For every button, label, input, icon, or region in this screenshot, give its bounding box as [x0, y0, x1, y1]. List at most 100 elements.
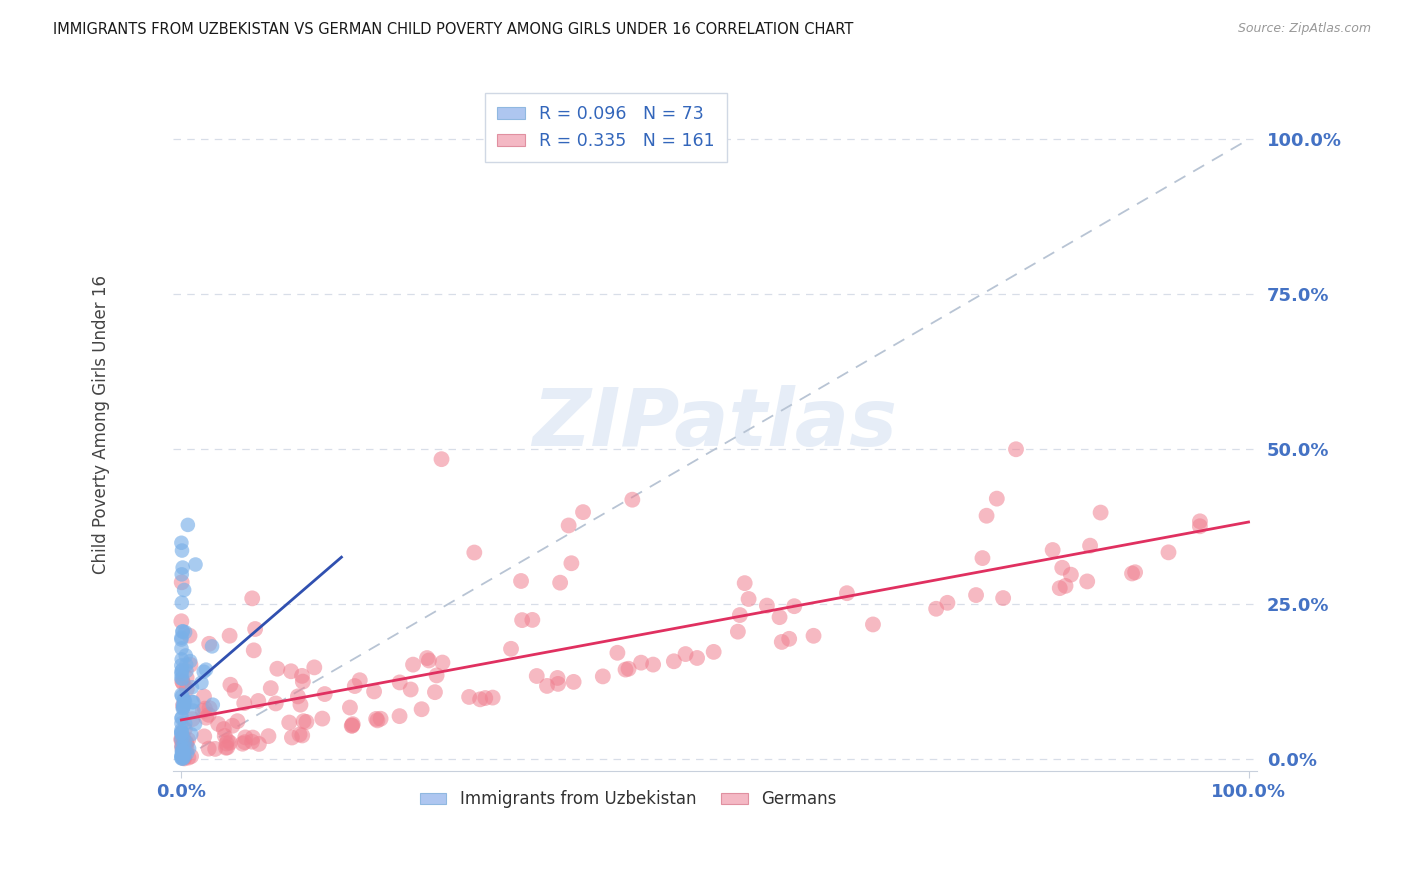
Point — [264, 697, 287, 711]
Point — [198, 637, 221, 651]
Point — [936, 596, 959, 610]
Point — [170, 614, 193, 628]
Point — [179, 657, 201, 672]
Point — [430, 452, 453, 467]
Point — [291, 729, 314, 743]
Point — [281, 731, 304, 745]
Point — [172, 750, 194, 764]
Point — [174, 734, 197, 748]
Point — [170, 751, 193, 765]
Point — [174, 695, 197, 709]
Point — [173, 751, 195, 765]
Point — [562, 674, 585, 689]
Point — [172, 624, 194, 639]
Point — [727, 624, 749, 639]
Point — [172, 674, 194, 689]
Point — [240, 734, 263, 748]
Point — [172, 742, 194, 756]
Point — [179, 654, 201, 668]
Point — [458, 690, 481, 704]
Point — [172, 672, 194, 686]
Point — [170, 726, 193, 740]
Point — [242, 731, 264, 745]
Point — [170, 632, 193, 647]
Point — [170, 535, 193, 549]
Point — [311, 712, 333, 726]
Point — [172, 745, 194, 759]
Point — [173, 699, 195, 714]
Point — [536, 679, 558, 693]
Point — [755, 599, 778, 613]
Point — [278, 715, 301, 730]
Point — [177, 732, 200, 747]
Point — [232, 737, 254, 751]
Point — [204, 742, 226, 756]
Point — [172, 747, 194, 761]
Point — [221, 719, 243, 733]
Point — [181, 704, 204, 718]
Point — [177, 741, 200, 756]
Point — [280, 665, 302, 679]
Point — [176, 671, 198, 685]
Point — [194, 701, 217, 715]
Point — [304, 660, 326, 674]
Point — [991, 591, 1014, 605]
Point — [411, 702, 433, 716]
Point — [172, 624, 194, 639]
Point — [179, 629, 201, 643]
Point — [686, 651, 709, 665]
Point — [548, 575, 571, 590]
Point — [510, 574, 533, 588]
Point — [288, 727, 311, 741]
Point — [176, 737, 198, 751]
Point — [1188, 519, 1211, 533]
Point — [342, 717, 364, 731]
Point — [243, 622, 266, 636]
Point — [170, 631, 193, 645]
Point — [170, 567, 193, 582]
Point — [172, 698, 194, 712]
Legend: Immigrants from Uzbekistan, Germans: Immigrants from Uzbekistan, Germans — [413, 784, 844, 815]
Point — [170, 731, 193, 746]
Point — [170, 733, 193, 747]
Point — [1157, 545, 1180, 559]
Point — [172, 698, 194, 713]
Point — [426, 668, 449, 682]
Point — [572, 505, 595, 519]
Point — [170, 726, 193, 740]
Text: ZIPatlas: ZIPatlas — [533, 385, 897, 464]
Point — [972, 551, 994, 566]
Point — [170, 739, 193, 754]
Point — [423, 685, 446, 699]
Point — [170, 652, 193, 666]
Point — [170, 575, 193, 590]
Point — [215, 737, 238, 751]
Point — [174, 648, 197, 663]
Point — [174, 716, 197, 731]
Point — [219, 736, 242, 750]
Point — [181, 695, 204, 709]
Point — [217, 740, 239, 755]
Point — [197, 707, 219, 722]
Point — [778, 632, 800, 646]
Point — [170, 671, 193, 685]
Point — [172, 663, 194, 677]
Point — [173, 739, 195, 754]
Point — [172, 740, 194, 755]
Point — [522, 613, 544, 627]
Point — [1005, 442, 1028, 457]
Point — [526, 669, 548, 683]
Text: IMMIGRANTS FROM UZBEKISTAN VS GERMAN CHILD POVERTY AMONG GIRLS UNDER 16 CORRELAT: IMMIGRANTS FROM UZBEKISTAN VS GERMAN CHI… — [53, 22, 853, 37]
Point — [1078, 539, 1101, 553]
Point — [349, 673, 371, 688]
Point — [770, 635, 793, 649]
Point — [1060, 567, 1083, 582]
Point — [862, 617, 884, 632]
Point — [1121, 566, 1143, 581]
Point — [463, 545, 485, 559]
Point — [260, 681, 283, 695]
Point — [207, 717, 229, 731]
Point — [547, 677, 569, 691]
Point — [617, 662, 640, 676]
Point — [768, 610, 790, 624]
